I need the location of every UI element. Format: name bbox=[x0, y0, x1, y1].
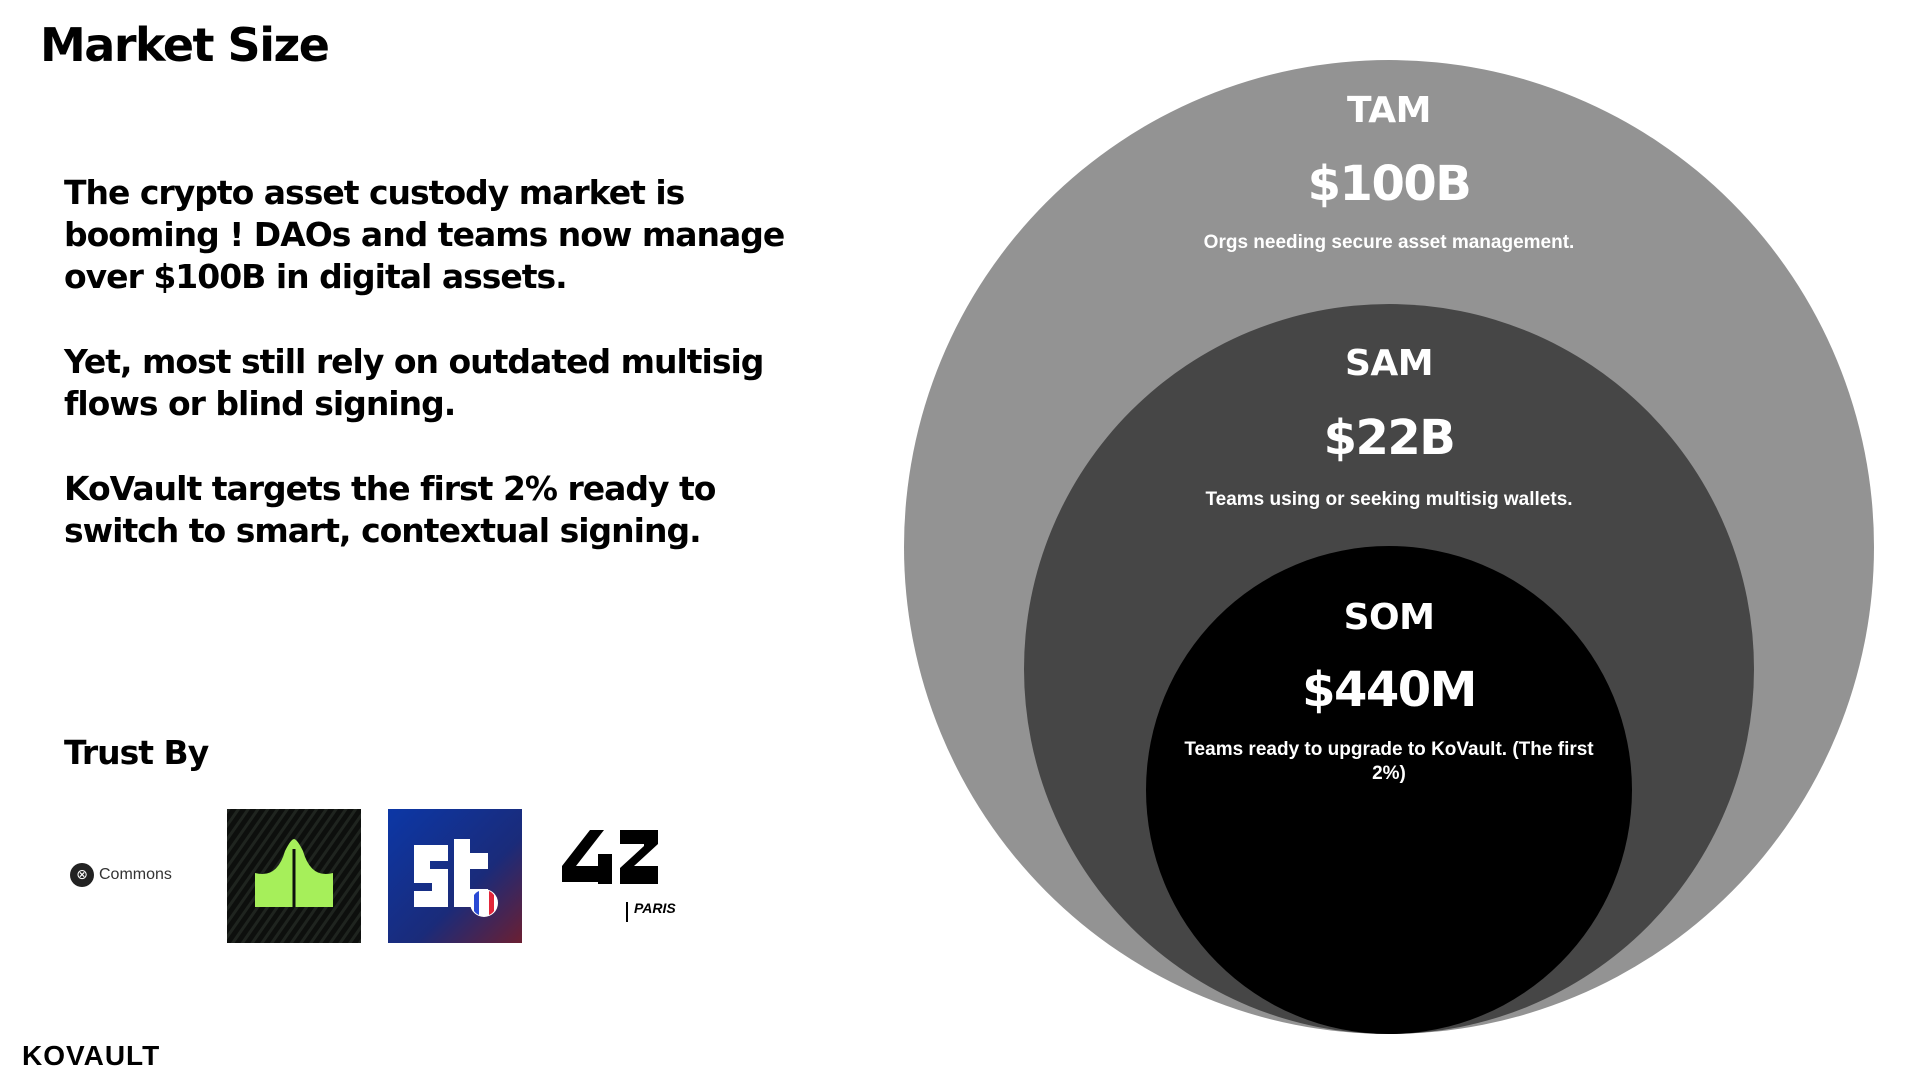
som-value: $440M bbox=[1302, 662, 1477, 718]
brand-logo: KOVAULT bbox=[22, 1040, 161, 1071]
market-size-diagram: TAM $100B Orgs needing secure asset mana… bbox=[904, 60, 1874, 1034]
som-circle bbox=[1146, 546, 1632, 1034]
intro-text: The crypto asset custody market is boomi… bbox=[64, 172, 824, 595]
sam-description: Teams using or seeking multisig wallets. bbox=[1205, 489, 1573, 510]
trust-heading: Trust By bbox=[64, 733, 209, 772]
commons-logo: ⊗ Commons bbox=[70, 850, 210, 900]
paris-label: PARIS bbox=[634, 900, 676, 916]
som-description: Teams ready to upgrade to KoVault. (The … bbox=[1184, 739, 1594, 784]
station-f-logo bbox=[388, 809, 522, 943]
tam-label: TAM bbox=[1347, 90, 1431, 131]
42-paris-logo: PARIS bbox=[562, 830, 682, 940]
sam-label: SAM bbox=[1344, 343, 1434, 384]
green-leaf-logo bbox=[227, 809, 361, 943]
tam-value: $100B bbox=[1307, 156, 1472, 212]
paragraph-target: KoVault targets the first 2% ready to sw… bbox=[64, 469, 716, 550]
page-title: Market Size bbox=[40, 18, 330, 72]
paragraph-market: The crypto asset custody market is boomi… bbox=[64, 173, 785, 296]
42-logo-icon bbox=[562, 830, 658, 922]
commons-mark-icon: ⊗ bbox=[70, 863, 94, 887]
som-label: SOM bbox=[1343, 597, 1435, 638]
paragraph-problem: Yet, most still rely on outdated multisi… bbox=[64, 342, 764, 423]
tam-description: Orgs needing secure asset management. bbox=[1203, 232, 1575, 253]
market-circles bbox=[904, 60, 1874, 1034]
sam-value: $22B bbox=[1323, 410, 1456, 466]
commons-logo-text: Commons bbox=[99, 866, 172, 883]
